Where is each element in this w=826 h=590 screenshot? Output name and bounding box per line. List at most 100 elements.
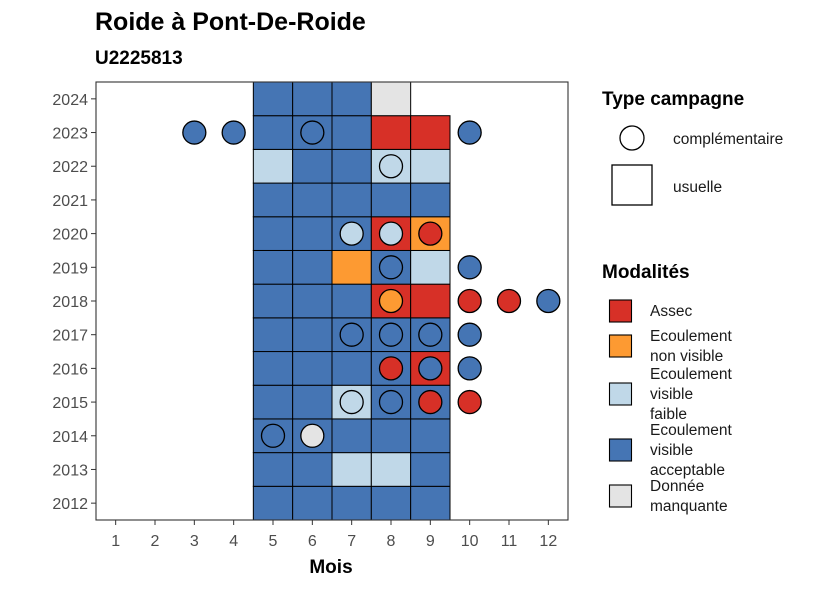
tile-usuelle	[331, 249, 372, 285]
tile-usuelle	[292, 216, 333, 251]
legend-swatch	[608, 484, 633, 508]
x-tick-label: 8	[387, 533, 396, 550]
tile-usuelle	[292, 249, 333, 285]
x-tick-label: 3	[190, 533, 199, 550]
chart-subtitle: U2225813	[95, 48, 183, 69]
tile-usuelle	[410, 249, 451, 285]
tile-usuelle	[252, 351, 294, 386]
point-complementaire	[457, 255, 482, 280]
y-tick-label: 2018	[52, 294, 88, 311]
x-tick-label: 11	[501, 533, 518, 550]
legend-swatch	[608, 382, 633, 406]
legend-modalite-label: visible	[650, 442, 693, 459]
tile-usuelle	[252, 182, 294, 218]
point-complementaire	[378, 154, 404, 179]
y-tick-label: 2014	[52, 429, 88, 446]
legend-modalite-label: Ecoulement	[650, 422, 733, 439]
legend-square-key	[611, 164, 653, 206]
legend-modalite-label: manquante	[650, 498, 728, 515]
tile-usuelle	[370, 485, 412, 521]
y-tick-label: 2015	[52, 395, 88, 412]
legend-modalite-label: acceptable	[650, 462, 725, 479]
y-tick-label: 2019	[52, 260, 88, 277]
tile-usuelle	[252, 148, 294, 184]
tile-usuelle	[292, 351, 333, 386]
tile-usuelle	[410, 115, 451, 150]
legend-type-campagne: Type campagne complémentaire usuelle	[602, 89, 783, 206]
point-complementaire	[182, 120, 207, 145]
legend-modalites-title: Modalités	[602, 262, 690, 283]
point-complementaire	[457, 389, 482, 415]
y-tick-label: 2021	[52, 193, 88, 210]
tile-usuelle	[410, 182, 451, 218]
y-tick-label: 2016	[52, 361, 88, 378]
tiles-layer	[252, 81, 451, 521]
x-axis-title: Mois	[309, 557, 352, 578]
y-tick-label: 2017	[52, 328, 88, 345]
tile-usuelle	[410, 418, 451, 454]
legend-campagne-title: Type campagne	[602, 89, 744, 110]
y-tick-label: 2013	[52, 462, 88, 479]
tile-usuelle	[252, 115, 294, 150]
tile-usuelle	[370, 115, 412, 150]
tile-usuelle	[331, 283, 372, 319]
tile-usuelle	[370, 452, 412, 487]
tile-usuelle	[331, 418, 372, 454]
legend-circle-key	[619, 125, 645, 151]
point-complementaire	[418, 221, 443, 246]
tile-usuelle	[331, 148, 372, 184]
tile-usuelle	[292, 148, 333, 184]
tile-usuelle	[331, 351, 372, 386]
point-complementaire	[457, 288, 482, 314]
tile-usuelle	[410, 148, 451, 184]
tile-usuelle	[252, 452, 294, 487]
tile-usuelle	[370, 182, 412, 218]
point-complementaire	[339, 221, 364, 246]
x-tick-label: 5	[269, 533, 278, 550]
point-complementaire	[378, 389, 404, 415]
point-complementaire	[260, 423, 286, 448]
point-complementaire	[339, 389, 364, 415]
point-complementaire	[457, 322, 482, 347]
tile-usuelle	[331, 182, 372, 218]
point-complementaire	[339, 322, 364, 347]
tile-usuelle	[252, 384, 294, 420]
legend-swatch	[608, 334, 633, 358]
x-tick-label: 10	[461, 533, 479, 550]
point-complementaire	[378, 356, 404, 381]
point-complementaire	[418, 356, 443, 381]
tile-usuelle	[252, 216, 294, 251]
tile-usuelle	[410, 283, 451, 319]
y-tick-label: 2023	[52, 126, 88, 143]
x-axis: 1 2 3 4 5 6 7 8 9 10 11 12	[111, 520, 557, 550]
legend-modalite-label: Donnée	[650, 478, 704, 495]
point-complementaire	[536, 288, 561, 314]
chart-title: Roide à Pont-De-Roide	[95, 8, 366, 36]
tile-usuelle	[252, 81, 294, 117]
tile-usuelle	[370, 418, 412, 454]
point-complementaire	[378, 255, 404, 280]
x-tick-label: 9	[426, 533, 435, 550]
tile-usuelle	[292, 384, 333, 420]
point-complementaire	[300, 423, 325, 448]
point-complementaire	[418, 322, 443, 347]
tile-usuelle	[331, 115, 372, 150]
tile-usuelle	[252, 485, 294, 521]
x-tick-label: 4	[229, 533, 238, 550]
tile-usuelle	[331, 485, 372, 521]
x-tick-label: 12	[539, 533, 557, 550]
tile-usuelle	[410, 485, 451, 521]
tile-usuelle	[292, 485, 333, 521]
legend-swatch	[608, 299, 633, 323]
point-complementaire	[300, 120, 325, 145]
point-complementaire	[418, 389, 443, 415]
legend-campagne-label: complémentaire	[673, 131, 783, 148]
point-complementaire	[496, 288, 522, 314]
x-tick-label: 6	[308, 533, 317, 550]
x-tick-label: 2	[151, 533, 160, 550]
point-complementaire	[378, 288, 404, 314]
tile-usuelle	[252, 249, 294, 285]
legend-modalite-label: visible	[650, 386, 693, 403]
tile-usuelle	[410, 452, 451, 487]
